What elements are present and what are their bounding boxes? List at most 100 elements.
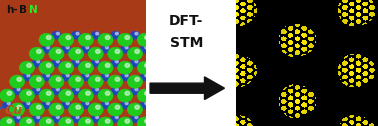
Circle shape	[91, 59, 100, 67]
Circle shape	[86, 36, 90, 39]
Circle shape	[19, 117, 34, 126]
Circle shape	[46, 74, 50, 77]
Circle shape	[7, 91, 12, 95]
Circle shape	[81, 45, 90, 53]
Circle shape	[29, 103, 44, 116]
Circle shape	[78, 33, 93, 46]
Circle shape	[78, 89, 93, 102]
Circle shape	[115, 60, 118, 63]
Circle shape	[78, 61, 93, 74]
Circle shape	[98, 89, 113, 102]
Circle shape	[135, 60, 138, 63]
Circle shape	[37, 116, 40, 119]
Circle shape	[37, 60, 40, 63]
Circle shape	[49, 103, 64, 116]
Circle shape	[135, 32, 138, 35]
Circle shape	[76, 105, 81, 109]
Circle shape	[56, 105, 61, 109]
Circle shape	[145, 46, 148, 49]
Circle shape	[108, 47, 123, 60]
Circle shape	[7, 119, 12, 123]
Circle shape	[86, 91, 90, 95]
Circle shape	[98, 61, 113, 74]
Circle shape	[130, 31, 139, 39]
Circle shape	[66, 46, 69, 49]
Circle shape	[105, 102, 108, 105]
Circle shape	[22, 73, 32, 81]
Circle shape	[71, 31, 81, 39]
Circle shape	[66, 102, 69, 105]
Circle shape	[39, 61, 54, 74]
Circle shape	[145, 74, 148, 77]
Circle shape	[19, 61, 34, 74]
Circle shape	[66, 91, 71, 95]
Circle shape	[46, 119, 51, 123]
Circle shape	[52, 87, 61, 95]
FancyArrow shape	[150, 77, 225, 100]
Circle shape	[0, 89, 15, 102]
Circle shape	[76, 88, 79, 91]
Circle shape	[17, 88, 20, 91]
Circle shape	[76, 50, 81, 53]
Circle shape	[88, 47, 103, 60]
Text: STM: STM	[170, 36, 203, 50]
Circle shape	[96, 105, 100, 109]
Circle shape	[118, 61, 133, 74]
Circle shape	[105, 91, 110, 95]
Circle shape	[76, 32, 79, 35]
Circle shape	[37, 88, 40, 91]
Circle shape	[125, 36, 130, 39]
Circle shape	[91, 87, 100, 95]
Circle shape	[135, 116, 138, 119]
Circle shape	[127, 75, 143, 88]
Circle shape	[135, 105, 139, 109]
Circle shape	[111, 115, 120, 123]
Circle shape	[32, 87, 42, 95]
Circle shape	[111, 59, 120, 67]
Circle shape	[88, 103, 103, 116]
Circle shape	[49, 47, 64, 60]
Circle shape	[115, 88, 118, 91]
Circle shape	[145, 102, 148, 105]
Circle shape	[105, 74, 108, 77]
Circle shape	[66, 63, 71, 67]
Circle shape	[111, 31, 120, 39]
Circle shape	[135, 50, 139, 53]
Circle shape	[101, 101, 110, 109]
Circle shape	[56, 88, 59, 91]
Circle shape	[29, 47, 44, 60]
Circle shape	[42, 45, 51, 53]
Circle shape	[39, 33, 54, 46]
Circle shape	[17, 105, 22, 109]
Circle shape	[59, 61, 74, 74]
Circle shape	[115, 32, 118, 35]
Circle shape	[27, 119, 31, 123]
Circle shape	[140, 45, 149, 53]
Circle shape	[125, 63, 130, 67]
Circle shape	[121, 101, 130, 109]
Circle shape	[42, 73, 51, 81]
Circle shape	[29, 75, 44, 88]
Circle shape	[125, 119, 130, 123]
Circle shape	[71, 115, 81, 123]
Circle shape	[96, 60, 99, 63]
Circle shape	[96, 32, 99, 35]
Text: B: B	[19, 5, 27, 15]
Circle shape	[125, 102, 128, 105]
Circle shape	[135, 88, 138, 91]
Circle shape	[78, 117, 93, 126]
Circle shape	[127, 103, 143, 116]
Circle shape	[32, 115, 42, 123]
Circle shape	[108, 75, 123, 88]
Circle shape	[145, 91, 149, 95]
Circle shape	[118, 33, 133, 46]
Circle shape	[59, 117, 74, 126]
Circle shape	[137, 89, 152, 102]
Circle shape	[135, 77, 139, 81]
Circle shape	[62, 45, 71, 53]
Circle shape	[121, 45, 130, 53]
Circle shape	[96, 77, 100, 81]
Circle shape	[115, 50, 120, 53]
Circle shape	[12, 87, 22, 95]
Circle shape	[127, 47, 143, 60]
